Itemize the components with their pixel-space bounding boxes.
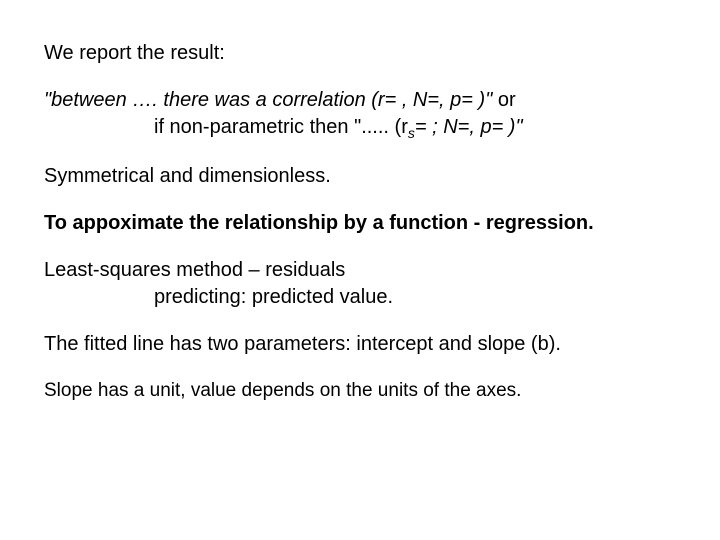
nonparam-suffix: = ; N=, p= )" xyxy=(415,116,523,138)
correlation-quote: "between …. there was a correlation (r= … xyxy=(44,89,498,111)
correlation-block: "between …. there was a correlation (r= … xyxy=(44,87,676,143)
line-predicting: predicting: predicted value. xyxy=(44,284,676,311)
r-subscript-s: s xyxy=(408,125,415,141)
nonparam-prefix: if non-parametric then "..... (r xyxy=(154,116,408,138)
line-approximate-regression: To appoximate the relationship by a func… xyxy=(44,210,676,237)
line-symmetrical: Symmetrical and dimensionless. xyxy=(44,163,676,190)
slide-content: We report the result: "between …. there … xyxy=(0,0,720,540)
nonparametric-line: if non-parametric then "..... (rs= ; N=,… xyxy=(44,114,676,143)
line-least-squares: Least-squares method – residuals xyxy=(44,257,676,284)
line-fitted-line: The fitted line has two parameters: inte… xyxy=(44,331,676,358)
correlation-line-1: "between …. there was a correlation (r= … xyxy=(44,87,676,114)
least-squares-block: Least-squares method – residuals predict… xyxy=(44,257,676,311)
correlation-or: or xyxy=(498,89,516,111)
line-slope-unit: Slope has a unit, value depends on the u… xyxy=(44,378,676,404)
line-report-result: We report the result: xyxy=(44,40,676,67)
